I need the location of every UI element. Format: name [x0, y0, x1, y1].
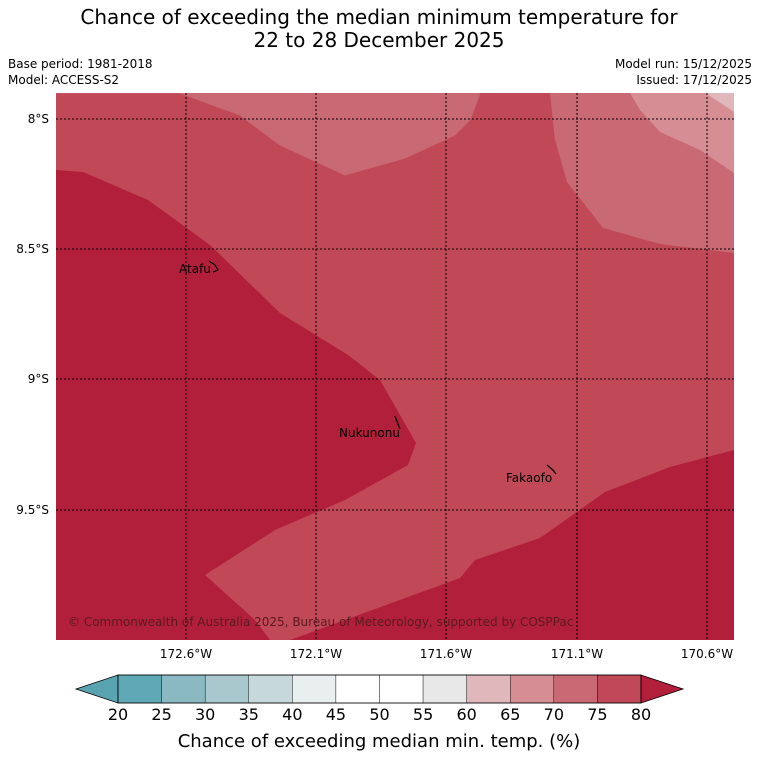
colorbar-tick-label: 35 [239, 705, 259, 724]
title-line-1: Chance of exceeding the median minimum t… [80, 5, 678, 29]
colorbar-extend-high [640, 674, 685, 704]
colorbar-tick-label: 20 [108, 705, 128, 724]
lon-label-171-1w: 171.1°W [551, 647, 603, 661]
colorbar-cell [379, 674, 424, 704]
copyright-notice: © Commonwealth of Australia 2025, Bureau… [68, 615, 573, 629]
colorbar-tick-label: 30 [195, 705, 215, 724]
colorbar-tick-label: 65 [500, 705, 520, 724]
band-70-75-north [56, 93, 481, 176]
title-line-2: 22 to 28 December 2025 [253, 28, 505, 52]
model-run: Model run: 15/12/2025 [614, 57, 752, 71]
colorbar-cell [117, 674, 162, 704]
colorbar-tick-label: 50 [369, 705, 389, 724]
colorbar-tick-label: 40 [282, 705, 302, 724]
colorbar-cell [292, 674, 337, 704]
colorbar-cell [466, 674, 511, 704]
colorbar-cell [204, 674, 249, 704]
colorbar-tick-label: 60 [456, 705, 476, 724]
lon-label-172-6w: 172.6°W [160, 647, 212, 661]
colorbar-cell [335, 674, 380, 704]
issued-date: Issued: 17/12/2025 [636, 73, 752, 87]
colorbar-tick-label: 70 [544, 705, 564, 724]
place-labels: Atafu Nukunonu Fakaofo [179, 262, 552, 485]
lon-label-170-6w: 170.6°W [681, 647, 733, 661]
colorbar-tick-label: 80 [631, 705, 651, 724]
lon-label-171-6w: 171.6°W [420, 647, 472, 661]
colorbar-tick-label: 45 [326, 705, 346, 724]
gridlines [56, 93, 734, 640]
place-fakaofo: Fakaofo [506, 471, 552, 485]
colorbar-cell [553, 674, 598, 704]
meta-left: Base period: 1981-2018 Model: ACCESS-S2 [8, 56, 153, 88]
band-80-plus-southeast [290, 450, 734, 640]
atoll-fakaofo-outline [546, 464, 557, 475]
lat-label-8s: 8°S [28, 112, 49, 126]
lat-label-8-5s: 8.5°S [16, 242, 49, 256]
colorbar-cells [117, 674, 642, 704]
colorbar-extend-low [74, 674, 119, 704]
lon-label-172-1w: 172.1°W [290, 647, 342, 661]
colorbar-cell [597, 674, 642, 704]
place-nukunonu: Nukunonu [339, 426, 400, 440]
colorbar-tick-label: 25 [151, 705, 171, 724]
base-period: Base period: 1981-2018 [8, 57, 153, 71]
colorbar-cell [422, 674, 467, 704]
colorbar-cell [510, 674, 555, 704]
band-80-plus-west [56, 170, 416, 640]
map-area [56, 93, 734, 640]
atoll-atafu-outline [208, 260, 219, 273]
atoll-nukunonu-outline [394, 415, 401, 430]
colorbar: 20 25 30 35 40 45 50 55 60 65 70 75 80 Chance of exc… [74, 674, 685, 752]
chart-title: Chance of exceeding the median minimum t… [0, 6, 758, 52]
colorbar-title: Chance of exceeding median min. temp. (%… [178, 731, 581, 752]
band-65-70-corner [630, 93, 734, 173]
colorbar-tick-label: 75 [587, 705, 607, 724]
latitude-labels: 8°S 8.5°S 9°S 9.5°S [16, 112, 49, 517]
place-atafu: Atafu [179, 262, 211, 276]
model-name: Model: ACCESS-S2 [8, 73, 120, 87]
lat-label-9s: 9°S [28, 372, 49, 386]
colorbar-tick-label: 55 [413, 705, 433, 724]
colorbar-frame [117, 674, 642, 704]
longitude-labels: 172.6°W 172.1°W 171.6°W 171.1°W 170.6°W [160, 647, 733, 661]
meta-right: Model run: 15/12/2025 Issued: 17/12/2025 [615, 56, 752, 88]
colorbar-tick-labels: 20 25 30 35 40 45 50 55 60 65 70 75 80 [108, 705, 651, 724]
lat-label-9-5s: 9.5°S [16, 503, 49, 517]
band-60-65-corner [705, 93, 734, 112]
colorbar-cell [161, 674, 206, 704]
atolls [208, 260, 557, 475]
colorbar-cell [248, 674, 293, 704]
